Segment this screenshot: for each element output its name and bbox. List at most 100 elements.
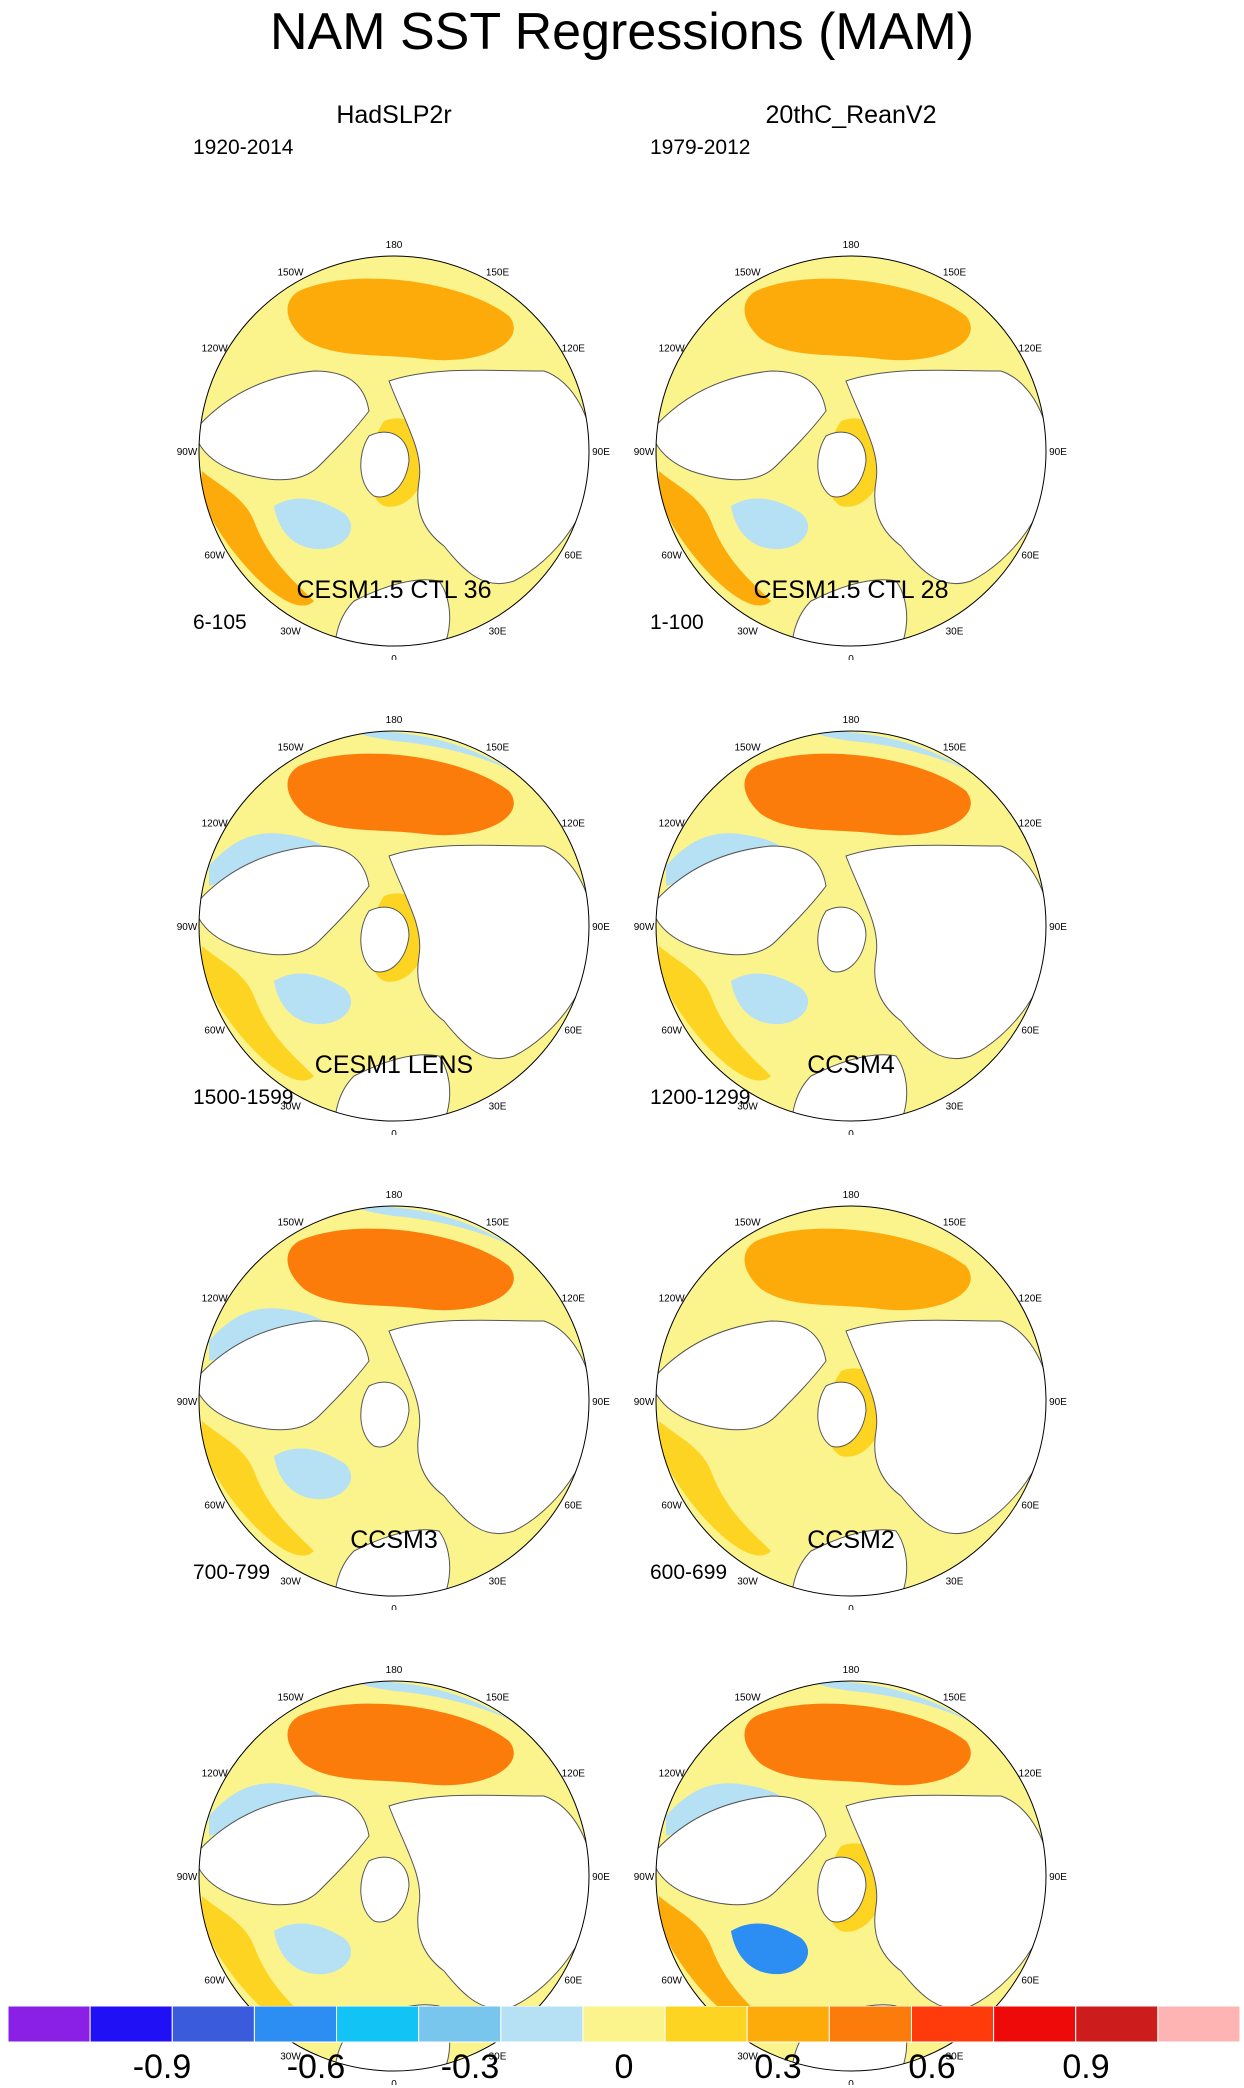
colorbar-bin — [500, 2006, 584, 2043]
longitude-label: 60W — [204, 551, 225, 562]
panel-period: 1920-2014 — [193, 136, 294, 159]
longitude-label: 30E — [946, 626, 964, 637]
colorbar-bin — [89, 2006, 173, 2043]
map-panel: 180 150E 120E 90E 60E 30E 0 30W 60W 90W 120W 150W CC… — [164, 1525, 744, 2085]
figure-title: NAM SST Regressions (MAM) — [269, 3, 975, 61]
longitude-label: 90E — [592, 447, 610, 458]
anomaly-north-pacific-center — [287, 753, 514, 836]
anomaly-north-atlantic-subtropical — [658, 471, 771, 606]
longitude-label: 90W — [634, 447, 655, 458]
land-masses — [656, 1794, 1046, 2071]
longitude-label: 120E — [562, 819, 586, 830]
longitude-label: 120E — [1019, 344, 1043, 355]
map-frame — [655, 730, 1047, 1122]
longitude-label: 90E — [592, 1397, 610, 1408]
longitude-label: 60W — [204, 1026, 225, 1037]
land-masses — [199, 369, 589, 646]
longitude-label: 150W — [734, 1693, 761, 1704]
longitude-label: 120W — [202, 344, 229, 355]
anomaly-north-atlantic-subpolar — [731, 1923, 809, 1975]
longitude-label: 60E — [1021, 1501, 1039, 1512]
longitude-label: 30E — [489, 626, 507, 637]
longitude-label: 30W — [737, 626, 758, 637]
colorbar-bin — [993, 2006, 1077, 2043]
anomaly-north-pacific-center — [744, 1228, 971, 1311]
longitude-label: 120W — [202, 1769, 229, 1780]
longitude-label: 90E — [592, 922, 610, 933]
longitude-label: 0 — [848, 654, 854, 660]
longitude-label: 90W — [177, 922, 198, 933]
polar-map: 180 150E 120E 90E 60E 30E 0 30W 60W 90W 120W 150W — [177, 1665, 611, 2085]
panel-period: 700-799 — [193, 1561, 271, 1584]
anomaly-north-atlantic-subtropical — [658, 1421, 771, 1556]
panel-period: 1200-1299 — [650, 1086, 751, 1109]
colorbar-bin — [1075, 2006, 1159, 2043]
panel-title: CESM1 LENS — [314, 1051, 474, 1079]
longitude-label: 0 — [391, 654, 397, 660]
map-frame — [198, 255, 590, 647]
longitude-label: 60W — [204, 1501, 225, 1512]
panel-period: 600-699 — [650, 1561, 728, 1584]
longitude-label: 90W — [634, 1397, 655, 1408]
longitude-label: 30W — [280, 626, 301, 637]
longitude-label: 150W — [734, 743, 761, 754]
map-panel: 180 150E 120E 90E 60E 30E 0 30W 60W 90W 120W 150W Ha… — [164, 100, 744, 660]
longitude-label: 180 — [386, 1665, 403, 1676]
colorbar-bin — [336, 2006, 420, 2043]
colorbar-bin — [8, 2006, 91, 2043]
longitude-label: 120W — [659, 1294, 686, 1305]
longitude-label: 90W — [177, 447, 198, 458]
panel-period: 1500-1599 — [193, 1086, 294, 1109]
longitude-label: 90E — [1049, 447, 1067, 458]
anomaly-north-atlantic-subpolar — [274, 1923, 352, 1975]
longitude-label: 60W — [204, 1976, 225, 1987]
longitude-label: 60E — [564, 1976, 582, 1987]
panel-title: HadSLP2r — [336, 101, 452, 129]
map-panel: 180 150E 120E 90E 60E 30E 0 30W 60W 90W 120W 150W 20… — [621, 100, 1201, 660]
polar-map: 180 150E 120E 90E 60E 30E 0 30W 60W 90W 120W 150W — [634, 240, 1068, 660]
longitude-label: 30W — [737, 1101, 758, 1112]
longitude-label: 0 — [848, 1604, 854, 1610]
longitude-label: 90W — [177, 1397, 198, 1408]
colorbar-tick-label: 0.6 — [908, 2048, 956, 2086]
panel-title: CESM1.5 CTL 28 — [753, 576, 949, 604]
longitude-label: 60E — [564, 1501, 582, 1512]
longitude-label: 60W — [661, 1501, 682, 1512]
colorbar-tick-label: -0.6 — [286, 2048, 346, 2086]
longitude-label: 120E — [1019, 1769, 1043, 1780]
panel-title: CCSM4 — [807, 1051, 895, 1079]
anomaly-north-pacific-center — [287, 278, 514, 361]
longitude-label: 30E — [946, 1576, 964, 1587]
longitude-label: 150W — [734, 1218, 761, 1229]
longitude-label: 120E — [1019, 819, 1043, 830]
anomaly-north-pacific-center — [287, 1228, 514, 1311]
panel-title: 20thC_ReanV2 — [765, 101, 937, 129]
longitude-label: 150E — [943, 743, 967, 754]
anomaly-north-atlantic-subtropical — [658, 946, 771, 1081]
longitude-label: 180 — [386, 715, 403, 726]
longitude-label: 90E — [1049, 1397, 1067, 1408]
colorbar-tick-label: -0.3 — [440, 2048, 500, 2086]
anomaly-north-atlantic-subtropical — [201, 1421, 314, 1556]
longitude-label: 30E — [489, 2051, 507, 2062]
panel-period: 1979-2012 — [650, 136, 751, 159]
colorbar-bin — [910, 2006, 995, 2043]
longitude-label: 30E — [946, 2051, 964, 2062]
longitude-label: 60W — [661, 1976, 682, 1987]
panel-title: CCSM3 — [350, 1526, 438, 1554]
colorbar-bin — [582, 2006, 666, 2043]
longitude-label: 90W — [634, 1872, 655, 1883]
map-frame — [655, 1205, 1047, 1597]
longitude-label: 150E — [943, 268, 967, 279]
longitude-label: 30W — [737, 1576, 758, 1587]
anomaly-north-atlantic-subpolar — [274, 973, 352, 1025]
panel-period: 1-100 — [650, 611, 704, 634]
colorbar — [8, 2006, 1240, 2043]
longitude-label: 30E — [489, 1101, 507, 1112]
longitude-label: 180 — [843, 240, 860, 251]
longitude-label: 150E — [943, 1693, 967, 1704]
longitude-label: 30E — [489, 1576, 507, 1587]
anomaly-north-atlantic-subpolar — [731, 973, 809, 1025]
longitude-label: 150W — [277, 1218, 304, 1229]
anomaly-north-atlantic-subpolar — [731, 498, 809, 550]
